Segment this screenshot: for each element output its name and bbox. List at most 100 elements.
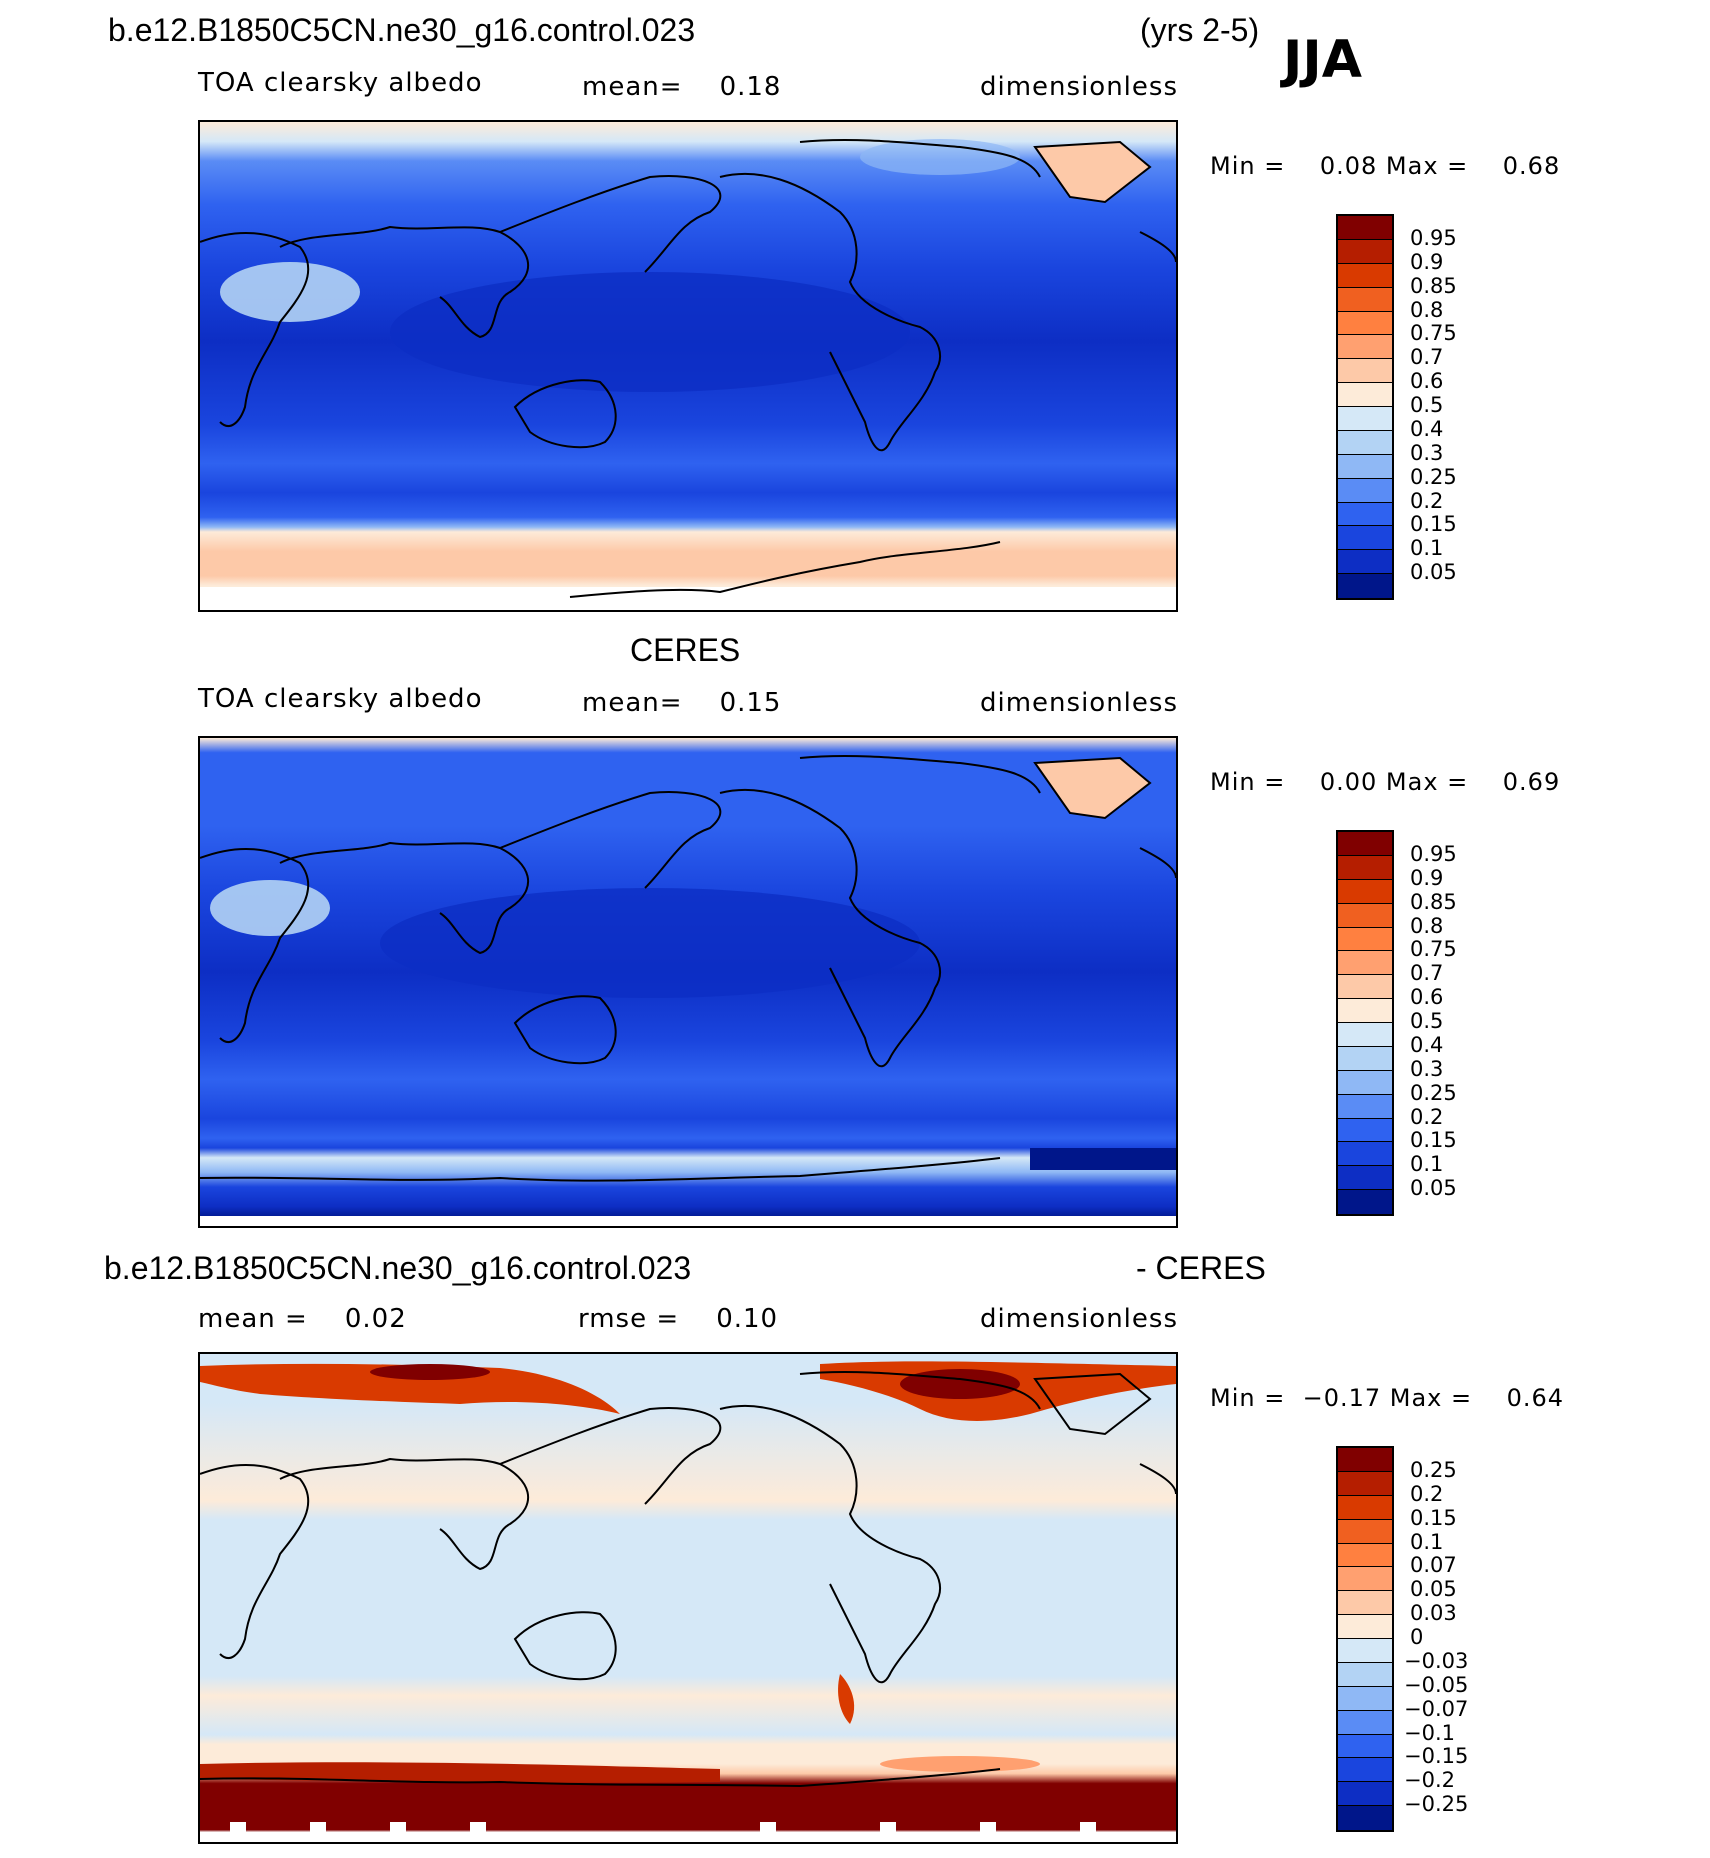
colorbar-label: 0.7 [1410,961,1444,986]
colorbar-label: −0.25 [1404,1792,1469,1817]
colorbar-swatch [1338,879,1392,904]
colorbar-swatch [1338,526,1392,551]
colorbar-label: −0.07 [1404,1696,1469,1721]
panel-3-mean: mean = 0.02 [198,1304,407,1334]
colorbar-label: 0.75 [1410,937,1457,962]
colorbar-label: 0.1 [1410,1529,1444,1554]
colorbar-label: 0.9 [1410,249,1444,274]
colorbar-swatch [1338,1615,1392,1639]
colorbar-label: 0.95 [1410,225,1457,250]
colorbar-swatch [1338,478,1392,503]
panel-2-minmax: Min = 0.00 Max = 0.69 [1210,768,1561,796]
panel-1-map [198,120,1178,612]
colorbar-label: 0.6 [1410,985,1444,1010]
season-label: JJA [1283,30,1362,90]
colorbar-swatch [1338,927,1392,952]
colorbar-swatch [1338,311,1392,336]
colorbar-label: 0.1 [1410,1152,1444,1177]
colorbar-swatch [1338,239,1392,264]
colorbar-label: 0.2 [1410,1104,1444,1129]
colorbar-label: 0.07 [1410,1553,1457,1578]
panel-2-map [198,736,1178,1228]
colorbar-label: 0.03 [1410,1601,1457,1626]
panel-1-mean: mean= 0.18 [582,72,782,102]
colorbar-label: 0.05 [1410,1577,1457,1602]
colorbar-label: 0.5 [1410,1009,1444,1033]
colorbar-label: 0.9 [1410,865,1444,890]
colorbar-swatch [1338,1662,1392,1687]
colorbar-swatch [1338,1142,1392,1167]
panel-1-minmax: Min = 0.08 Max = 0.68 [1210,152,1561,180]
colorbar-label: −0.03 [1404,1648,1469,1673]
colorbar-swatch [1338,855,1392,880]
years-label: (yrs 2-5) [1140,12,1260,48]
panel-3-title: b.e12.B1850C5CN.ne30_g16.control.023 [104,1250,692,1286]
colorbar-swatch [1338,951,1392,976]
colorbar-swatch [1338,407,1392,431]
colorbar-label: 0.4 [1410,1032,1444,1057]
colorbar-swatch [1338,1567,1392,1592]
colorbar-swatch [1338,1495,1392,1520]
colorbar-label: 0.4 [1410,416,1444,441]
panel-1-coastlines [200,138,1176,598]
colorbar-label: 0.05 [1410,1176,1457,1201]
case-title: b.e12.B1850C5CN.ne30_g16.control.023 [108,12,696,48]
colorbar-swatch [1338,1118,1392,1143]
colorbar-swatch [1338,359,1392,384]
colorbar-swatch [1338,1190,1392,1214]
colorbar-swatch [1338,1710,1392,1735]
panel-2-coastlines [200,754,1176,1182]
panel-1-variable: TOA clearsky albedo [198,68,483,98]
colorbar-label: 0.6 [1410,369,1444,394]
colorbar-label: −0.2 [1404,1768,1455,1793]
colorbar-label: 0.25 [1410,1080,1457,1105]
colorbar-swatch [1338,903,1392,928]
colorbar-swatch [1338,335,1392,360]
colorbar-swatch [1338,383,1392,407]
colorbar-label: 0.1 [1410,536,1444,561]
colorbar-label: 0.85 [1410,273,1457,298]
colorbar-label: 0.3 [1410,440,1444,465]
colorbar-label: 0.25 [1410,464,1457,489]
panel-3-map [198,1352,1178,1844]
panel-3-coastlines [200,1370,1176,1788]
colorbar-label: 0.15 [1410,1128,1457,1153]
colorbar-swatch [1338,1094,1392,1119]
colorbar-swatch [1338,1543,1392,1568]
colorbar-label: −0.15 [1404,1744,1469,1769]
colorbar-label: 0.8 [1410,913,1444,938]
colorbar-swatch [1338,1734,1392,1759]
colorbar-swatch [1338,1023,1392,1047]
colorbar-swatch [1338,574,1392,598]
colorbar-swatch [1338,1519,1392,1544]
colorbar-swatch [1338,502,1392,527]
colorbar-swatch [1338,1448,1392,1472]
colorbar-swatch [1338,454,1392,479]
colorbar-swatch [1338,1046,1392,1071]
colorbar-swatch [1338,975,1392,1000]
panel-1-colorbar [1336,214,1394,600]
colorbar-label: 0.7 [1410,345,1444,370]
colorbar-swatch [1338,999,1392,1023]
colorbar-swatch [1338,1471,1392,1496]
panel-2-mean: mean= 0.15 [582,688,782,718]
colorbar-swatch [1338,832,1392,856]
colorbar-swatch [1338,1070,1392,1095]
colorbar-swatch [1338,287,1392,312]
panel-3-minmax: Min = −0.17 Max = 0.64 [1210,1384,1565,1412]
panel-1-units: dimensionless [980,72,1178,102]
colorbar-label: 0.15 [1410,1505,1457,1530]
colorbar-label: 0.85 [1410,889,1457,914]
panel-2-colorbar [1336,830,1394,1216]
colorbar-label: 0.5 [1410,393,1444,417]
colorbar-label: 0.05 [1410,560,1457,585]
panel-1-map-svg [200,122,1176,610]
panel-3-title-right: - CERES [1136,1250,1266,1286]
colorbar-label: 0.95 [1410,841,1457,866]
colorbar-swatch [1338,1686,1392,1711]
colorbar-swatch [1338,430,1392,455]
colorbar-label: 0.75 [1410,321,1457,346]
panel-3-map-svg [200,1354,1176,1842]
colorbar-label: −0.05 [1404,1672,1469,1697]
colorbar-swatch [1338,1806,1392,1830]
